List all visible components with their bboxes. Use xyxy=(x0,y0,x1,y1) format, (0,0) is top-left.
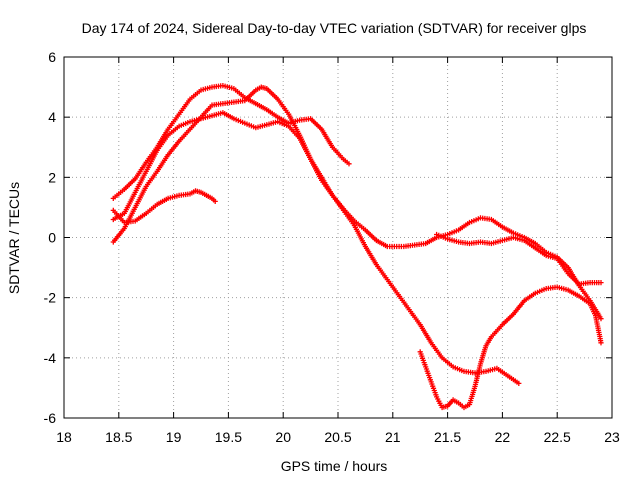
series-track-3 xyxy=(110,84,522,386)
plus-markers xyxy=(110,188,218,226)
y-axis-title: SDTVAR / TECUs xyxy=(6,182,22,294)
y-tick-label: -2 xyxy=(44,290,57,306)
plus-markers xyxy=(110,83,352,201)
y-tick-label: -6 xyxy=(44,410,57,426)
x-tick-label: 19.5 xyxy=(215,429,242,445)
y-tick-label: 0 xyxy=(48,230,56,246)
series-track-5 xyxy=(417,284,604,411)
x-axis-title: GPS time / hours xyxy=(281,458,388,474)
axis-ticks xyxy=(63,56,613,419)
x-tick-label: 20 xyxy=(275,429,291,445)
x-tick-label: 20.5 xyxy=(324,429,351,445)
plus-markers xyxy=(417,284,604,411)
y-tick-label: 4 xyxy=(48,109,56,125)
x-tick-label: 23 xyxy=(604,429,620,445)
series-track-2 xyxy=(110,110,604,322)
x-tick-label: 21 xyxy=(385,429,401,445)
x-tick-label: 21.5 xyxy=(434,429,461,445)
series-track-1 xyxy=(110,83,352,201)
x-tick-label: 22 xyxy=(495,429,511,445)
series-track-6 xyxy=(434,231,604,287)
series-track-4 xyxy=(110,188,218,226)
data-series xyxy=(110,83,604,411)
y-tick-label: 6 xyxy=(48,49,56,65)
x-tick-label: 19 xyxy=(166,429,182,445)
x-tick-label: 18 xyxy=(56,429,72,445)
plus-markers xyxy=(110,110,604,322)
x-tick-label: 22.5 xyxy=(544,429,571,445)
grid-lines xyxy=(64,57,612,418)
x-tick-label: 18.5 xyxy=(105,429,132,445)
plus-markers xyxy=(110,84,522,386)
y-tick-label: 2 xyxy=(48,169,56,185)
x-axis-tick-labels: 18 18.5 19 19.5 20 20.5 21 21.5 22 22.5 23 xyxy=(56,429,620,445)
chart-title: Day 174 of 2024, Sidereal Day-to-day VTE… xyxy=(82,20,587,36)
y-tick-label: -4 xyxy=(44,350,57,366)
y-axis-tick-labels: -6 -4 -2 0 2 4 6 xyxy=(44,49,57,426)
plus-markers xyxy=(434,231,604,287)
